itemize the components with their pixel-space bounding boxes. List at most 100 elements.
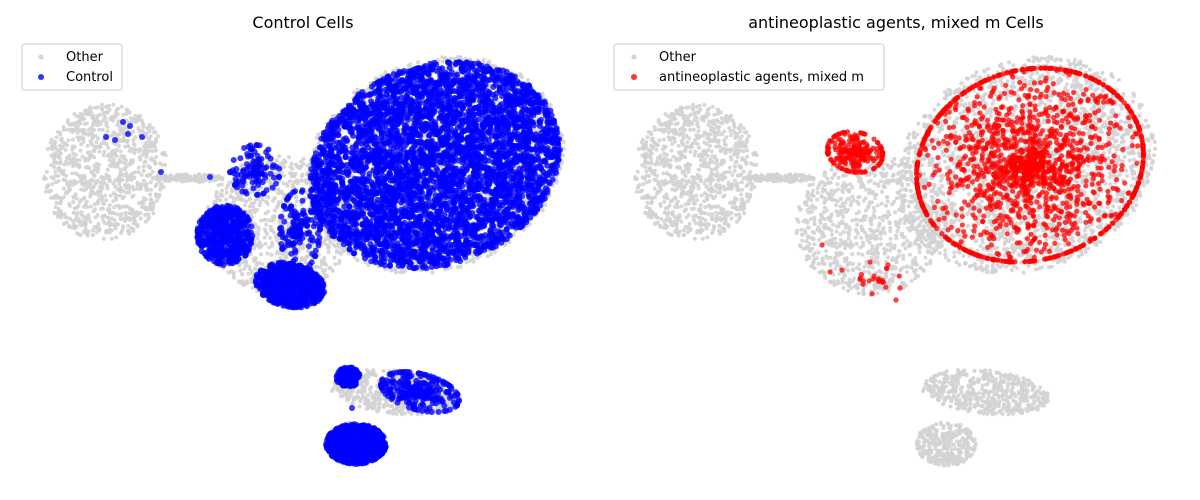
other-point xyxy=(92,149,97,153)
other-point xyxy=(141,169,146,173)
other-point xyxy=(262,235,267,240)
other-point xyxy=(108,153,113,158)
other-point xyxy=(113,184,118,189)
other-point xyxy=(341,249,345,254)
other-point xyxy=(149,187,153,192)
other-point xyxy=(224,186,229,191)
other-point xyxy=(120,139,125,144)
other-point xyxy=(123,214,128,219)
other-point xyxy=(49,146,54,151)
other-point xyxy=(241,198,246,203)
other-point xyxy=(53,140,58,144)
other-point xyxy=(126,223,131,228)
other-point xyxy=(268,224,273,229)
other-point xyxy=(303,258,308,262)
other-point xyxy=(238,268,243,273)
other-point xyxy=(148,201,153,206)
other-point xyxy=(44,185,49,190)
other-point xyxy=(144,155,149,160)
other-point xyxy=(95,119,100,124)
other-point xyxy=(100,106,105,111)
other-point xyxy=(82,116,87,121)
other-point xyxy=(64,191,68,196)
other-point xyxy=(81,188,86,193)
other-point xyxy=(95,213,100,217)
other-point xyxy=(252,200,257,205)
other-point xyxy=(93,133,98,138)
other-point xyxy=(290,166,295,171)
other-point xyxy=(377,405,382,410)
other-point xyxy=(93,181,98,186)
other-point xyxy=(162,174,167,179)
other-point xyxy=(99,102,104,107)
other-point xyxy=(281,173,286,178)
other-point xyxy=(78,233,83,237)
other-point xyxy=(61,186,66,191)
other-point xyxy=(100,194,105,199)
other-point xyxy=(561,153,565,158)
other-point xyxy=(98,112,102,117)
other-point xyxy=(343,391,348,396)
other-point xyxy=(136,165,141,170)
other-point xyxy=(58,138,63,142)
other-point xyxy=(86,151,91,156)
other-point xyxy=(350,401,355,406)
other-point xyxy=(281,181,286,186)
other-point xyxy=(138,211,143,215)
other-point xyxy=(76,203,81,208)
other-point xyxy=(156,134,160,139)
other-point xyxy=(95,178,100,183)
other-point xyxy=(77,118,82,123)
other-point xyxy=(118,167,123,172)
other-point xyxy=(124,158,128,163)
other-point xyxy=(97,227,102,232)
other-point xyxy=(101,218,106,223)
other-point xyxy=(117,193,122,198)
other-point xyxy=(243,203,247,208)
other-point xyxy=(276,191,281,196)
other-point xyxy=(464,260,469,265)
other-point xyxy=(525,78,530,82)
other-point xyxy=(140,128,145,133)
other-point xyxy=(182,175,187,180)
other-point xyxy=(135,222,140,227)
other-point xyxy=(383,70,388,75)
other-point xyxy=(323,237,328,242)
other-point xyxy=(61,195,66,200)
other-point xyxy=(145,126,150,131)
other-point xyxy=(240,163,245,168)
other-point xyxy=(332,255,337,260)
other-point xyxy=(314,264,319,269)
other-point xyxy=(285,182,290,187)
other-point xyxy=(362,378,367,383)
other-point xyxy=(112,205,117,210)
other-point xyxy=(322,241,327,246)
other-point xyxy=(96,136,100,141)
other-point xyxy=(67,202,72,206)
other-point xyxy=(82,122,87,126)
other-point xyxy=(73,192,78,197)
other-point xyxy=(149,207,154,212)
other-point xyxy=(82,173,86,178)
other-point xyxy=(78,148,83,153)
other-point xyxy=(122,166,127,171)
other-point xyxy=(85,165,90,170)
other-point xyxy=(61,222,66,226)
other-point xyxy=(84,179,89,184)
other-point xyxy=(121,216,125,221)
other-point xyxy=(481,57,486,62)
other-point xyxy=(121,204,126,209)
other-point xyxy=(94,144,99,149)
other-point xyxy=(121,224,125,229)
other-point xyxy=(158,187,163,192)
other-point xyxy=(268,179,273,184)
other-point xyxy=(253,210,257,215)
other-point xyxy=(193,178,198,183)
other-point xyxy=(114,108,119,113)
other-point xyxy=(319,260,324,265)
other-point xyxy=(55,214,60,219)
other-point xyxy=(337,261,342,266)
other-point xyxy=(377,401,382,406)
other-point xyxy=(89,126,94,131)
other-point xyxy=(146,207,151,212)
